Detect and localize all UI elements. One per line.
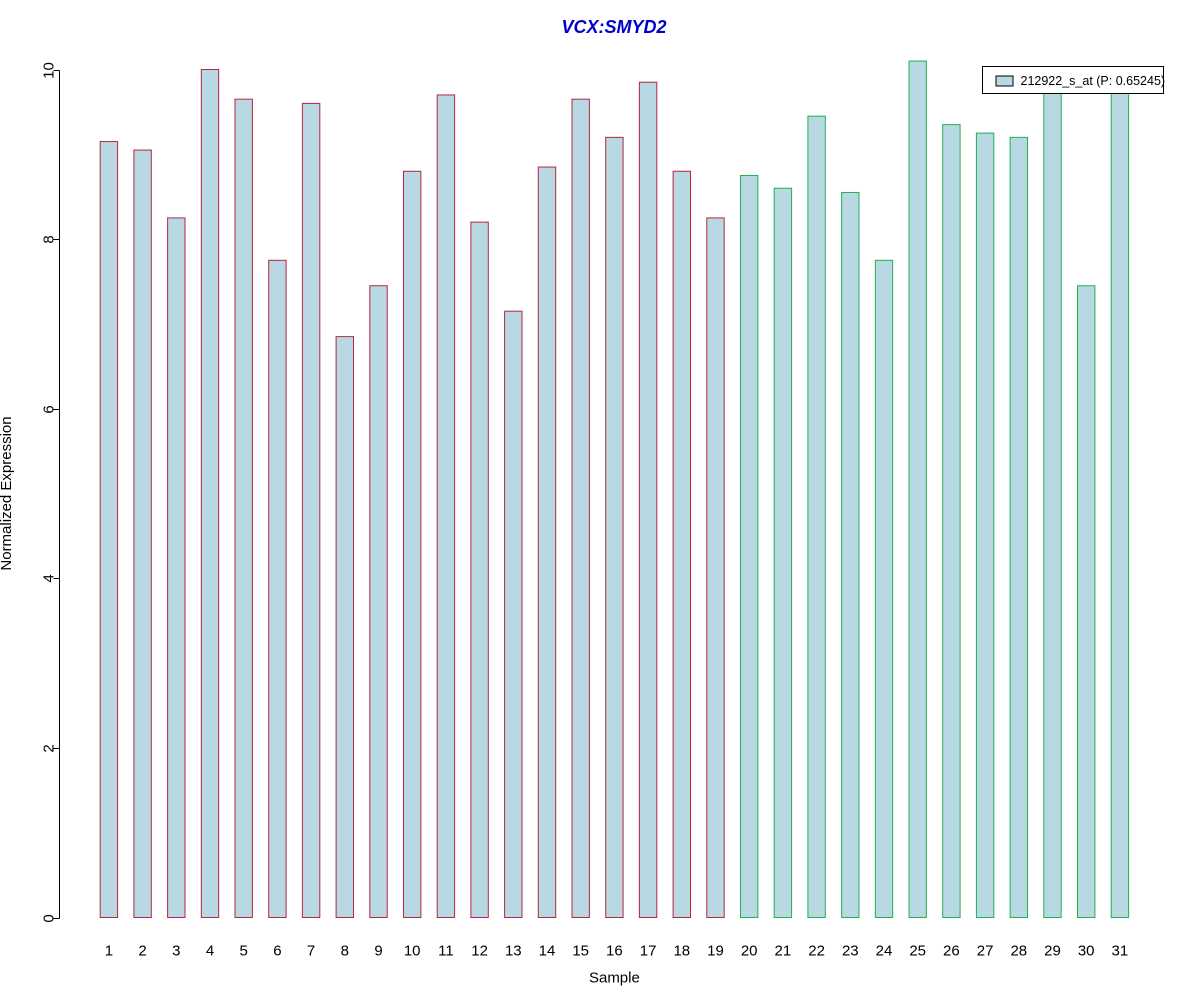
svg-text:24: 24 xyxy=(876,943,893,960)
svg-text:23: 23 xyxy=(842,943,859,960)
svg-text:25: 25 xyxy=(909,943,926,960)
svg-text:9: 9 xyxy=(374,943,382,960)
svg-text:20: 20 xyxy=(741,943,758,960)
svg-text:4: 4 xyxy=(40,574,57,582)
svg-text:26: 26 xyxy=(943,943,960,960)
svg-text:17: 17 xyxy=(640,943,657,960)
svg-text:2: 2 xyxy=(40,744,57,752)
svg-text:4: 4 xyxy=(206,943,214,960)
svg-text:22: 22 xyxy=(808,943,825,960)
svg-text:14: 14 xyxy=(539,943,556,960)
svg-text:2: 2 xyxy=(138,943,146,960)
svg-text:28: 28 xyxy=(1010,943,1027,960)
svg-text:212922_s_at (P: 0.65245): 212922_s_at (P: 0.65245) xyxy=(1021,74,1166,88)
svg-text:19: 19 xyxy=(707,943,724,960)
svg-text:6: 6 xyxy=(40,405,57,413)
svg-text:15: 15 xyxy=(572,943,589,960)
svg-text:21: 21 xyxy=(775,943,792,960)
svg-text:3: 3 xyxy=(172,943,180,960)
svg-text:7: 7 xyxy=(307,943,315,960)
svg-text:1: 1 xyxy=(105,943,113,960)
svg-text:6: 6 xyxy=(273,943,281,960)
svg-text:5: 5 xyxy=(240,943,248,960)
svg-text:Normalized Expression: Normalized Expression xyxy=(0,416,15,570)
svg-text:30: 30 xyxy=(1078,943,1095,960)
svg-text:10: 10 xyxy=(40,62,57,79)
svg-text:27: 27 xyxy=(977,943,994,960)
svg-text:8: 8 xyxy=(341,943,349,960)
svg-text:8: 8 xyxy=(40,235,57,243)
svg-text:29: 29 xyxy=(1044,943,1061,960)
svg-text:VCX:SMYD2: VCX:SMYD2 xyxy=(561,17,666,37)
svg-text:11: 11 xyxy=(438,943,454,960)
svg-text:13: 13 xyxy=(505,943,522,960)
svg-text:18: 18 xyxy=(673,943,690,960)
svg-text:0: 0 xyxy=(40,914,57,922)
svg-text:10: 10 xyxy=(404,943,421,960)
svg-text:16: 16 xyxy=(606,943,623,960)
svg-text:31: 31 xyxy=(1112,943,1129,960)
svg-text:Sample: Sample xyxy=(589,970,640,987)
svg-text:12: 12 xyxy=(471,943,488,960)
